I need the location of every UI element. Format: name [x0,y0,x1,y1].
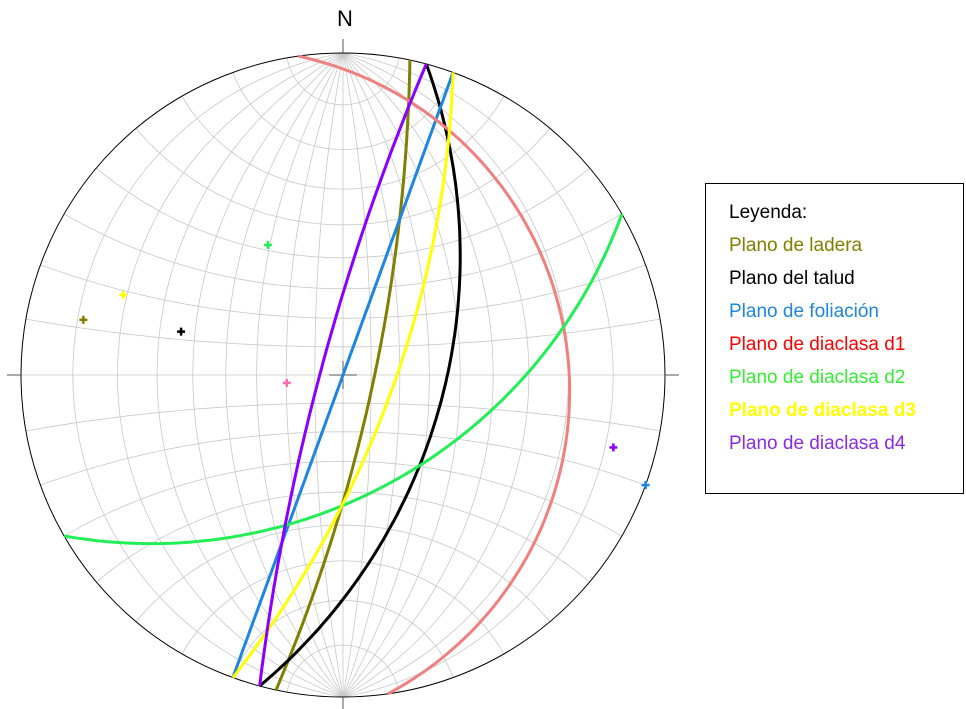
d2-plane [63,213,624,546]
talud-plane [258,63,462,688]
legend-item-d1: Plano de diaclasa d1 [729,334,906,355]
legend-title: Leyenda: [729,202,808,223]
ladera-pole [79,315,88,324]
d1-pole [282,378,291,387]
d2-pole [263,240,272,249]
legend-item-foliacion: Plano de foliación [729,301,879,322]
legend-item-d4: Plano de diaclasa d4 [729,433,906,454]
d4-pole [609,443,618,452]
d3-plane [231,72,455,679]
foliacion-pole [641,481,650,490]
north-label: N [337,6,353,31]
d4-plane [258,63,428,687]
d3-pole [119,290,128,299]
legend-item-talud: Plano del talud [729,268,855,289]
legend-item-d3: Plano de diaclasa d3 [729,400,916,421]
legend-item-d2: Plano de diaclasa d2 [729,367,906,388]
poles [79,240,650,490]
ladera-plane [274,59,412,691]
legend: Leyenda: Plano de ladera Plano del talud… [705,183,964,494]
legend-item-ladera: Plano de ladera [729,235,863,256]
talud-pole [177,327,186,336]
d1-plane [297,54,572,696]
great-circles [63,54,624,696]
stereonet-grid [21,52,665,698]
